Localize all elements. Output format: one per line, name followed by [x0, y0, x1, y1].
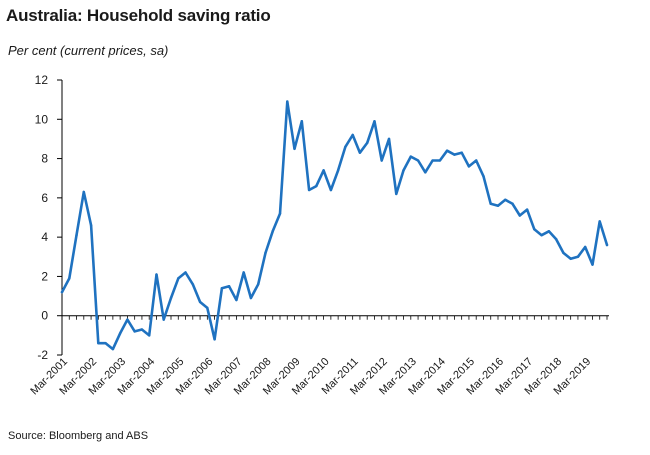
- y-tick-label: 4: [41, 230, 48, 244]
- data-point: [315, 184, 318, 188]
- series-layer: [60, 100, 609, 351]
- data-point: [97, 342, 100, 345]
- y-tick-label: 8: [41, 152, 48, 166]
- data-point: [562, 251, 565, 255]
- chart-subtitle: Per cent (current prices, sa): [8, 43, 169, 58]
- data-point: [605, 243, 609, 247]
- data-point: [293, 147, 296, 150]
- data-point: [322, 169, 325, 172]
- data-point: [235, 298, 238, 302]
- data-point: [598, 220, 601, 223]
- data-point: [300, 120, 303, 123]
- data-point: [438, 159, 442, 162]
- data-point: [387, 137, 391, 141]
- data-point: [533, 228, 536, 231]
- data-point: [177, 277, 180, 280]
- data-point: [482, 175, 485, 178]
- data-point: [351, 133, 354, 137]
- data-point: [380, 159, 383, 162]
- y-tick-label: -2: [37, 348, 48, 362]
- data-point: [82, 190, 86, 194]
- data-point: [213, 338, 216, 341]
- data-point: [402, 169, 405, 172]
- data-point: [373, 120, 376, 123]
- data-point: [140, 328, 144, 331]
- data-point: [511, 202, 514, 205]
- data-point: [569, 257, 572, 260]
- data-point: [336, 169, 340, 172]
- data-point: [489, 202, 492, 205]
- data-point: [547, 230, 551, 233]
- data-point: [591, 263, 594, 266]
- data-point: [395, 192, 398, 196]
- y-axis: -2 0 2 4 6 8 10 12: [35, 73, 63, 362]
- data-point: [453, 153, 456, 156]
- data-point: [227, 285, 231, 288]
- data-point: [518, 214, 521, 217]
- y-tick-label: 2: [41, 269, 48, 283]
- data-point: [184, 271, 187, 274]
- data-point: [286, 100, 289, 103]
- y-tick-label: 0: [41, 309, 48, 323]
- data-point: [169, 296, 173, 300]
- data-point: [220, 287, 224, 290]
- data-point: [249, 296, 253, 300]
- data-point: [344, 145, 347, 148]
- chart-title: Australia: Household saving ratio: [6, 6, 271, 25]
- data-point: [89, 224, 93, 227]
- data-point: [460, 151, 463, 154]
- data-point: [416, 159, 420, 162]
- y-tick-label: 10: [35, 112, 49, 126]
- data-point: [584, 245, 587, 249]
- data-point: [148, 334, 151, 337]
- data-point: [525, 208, 529, 211]
- data-point: [475, 159, 478, 162]
- data-point: [431, 159, 434, 162]
- data-point: [162, 318, 165, 321]
- data-point: [133, 330, 136, 333]
- data-point: [576, 255, 580, 258]
- data-point: [278, 212, 282, 215]
- data-point: [264, 251, 267, 255]
- data-point: [409, 155, 412, 158]
- y-tick-label: 12: [35, 73, 49, 87]
- series-line: [60, 100, 609, 351]
- data-point: [75, 233, 78, 237]
- data-point: [104, 342, 107, 345]
- data-point: [358, 151, 362, 154]
- data-point: [118, 332, 122, 335]
- data-point: [271, 230, 274, 233]
- data-point: [155, 273, 158, 276]
- data-point: [242, 271, 245, 274]
- data-point: [191, 283, 194, 286]
- data-point: [329, 188, 333, 192]
- data-point: [68, 277, 71, 280]
- data-point: [307, 188, 311, 192]
- data-point: [198, 300, 202, 304]
- data-point: [257, 283, 260, 286]
- data-point: [554, 237, 558, 241]
- data-point: [540, 233, 543, 237]
- data-point: [60, 290, 64, 294]
- data-point: [445, 149, 449, 152]
- data-point: [111, 347, 115, 351]
- data-point: [206, 306, 209, 310]
- x-axis: Mar-2001Mar-2002Mar-2003Mar-2004Mar-2005…: [28, 315, 609, 397]
- data-point: [424, 171, 427, 174]
- data-point: [504, 198, 507, 202]
- data-point: [366, 141, 369, 145]
- data-point: [126, 318, 129, 321]
- data-point: [496, 204, 500, 207]
- data-point: [467, 165, 471, 168]
- source-note: Source: Bloomberg and ABS: [8, 430, 149, 442]
- y-tick-label: 6: [41, 191, 48, 205]
